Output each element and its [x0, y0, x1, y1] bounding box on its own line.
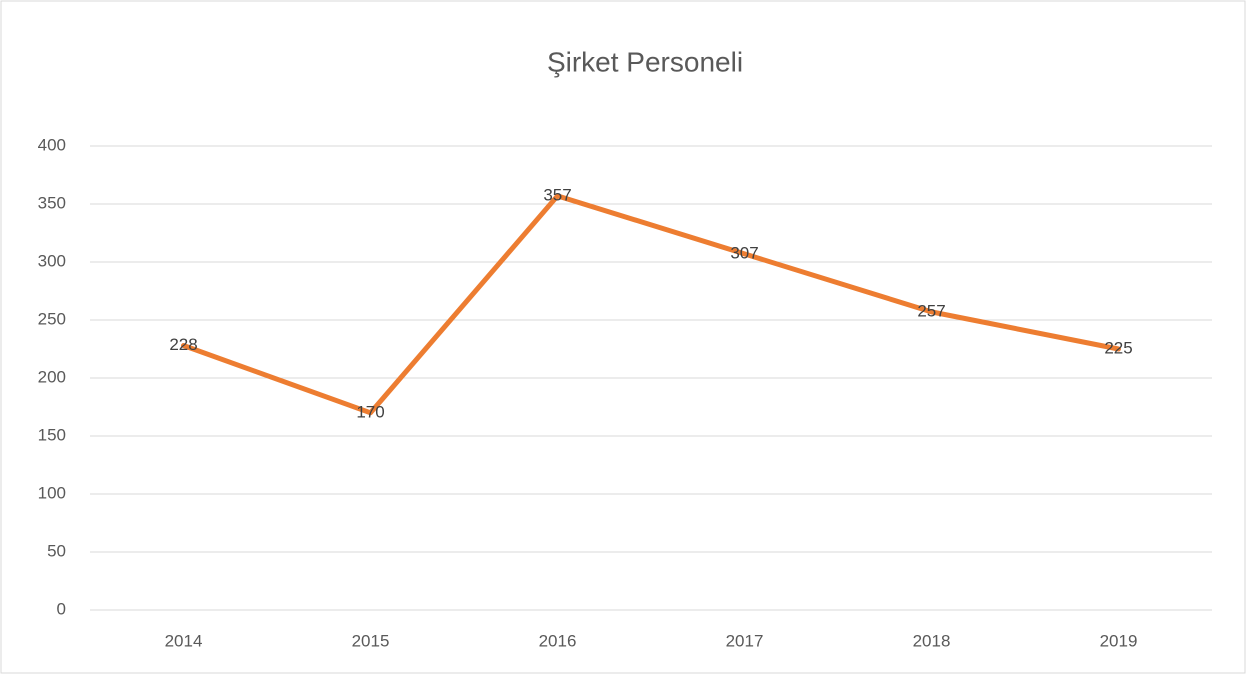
chart-title: Şirket Personeli [547, 46, 743, 77]
data-label: 307 [730, 243, 758, 262]
data-label: 228 [169, 335, 197, 354]
y-tick-label: 250 [38, 309, 66, 328]
data-label: 225 [1104, 338, 1132, 357]
y-tick-label: 200 [38, 367, 66, 386]
x-tick-label: 2019 [1100, 631, 1138, 650]
line [181, 193, 1121, 416]
y-tick-label: 0 [57, 599, 66, 618]
y-tick-label: 50 [47, 541, 66, 560]
data-label: 357 [543, 185, 571, 204]
data-label: 170 [356, 402, 384, 421]
x-tick-label: 2015 [352, 631, 390, 650]
y-tick-label: 300 [38, 251, 66, 270]
y-tick-label: 350 [38, 193, 66, 212]
x-tick-label: 2017 [726, 631, 764, 650]
y-tick-label: 100 [38, 483, 66, 502]
x-tick-label: 2016 [539, 631, 577, 650]
x-tick-label: 2014 [165, 631, 203, 650]
data-label: 257 [917, 301, 945, 320]
y-tick-label: 150 [38, 425, 66, 444]
x-tick-label: 2018 [913, 631, 951, 650]
y-tick-label: 400 [38, 135, 66, 154]
